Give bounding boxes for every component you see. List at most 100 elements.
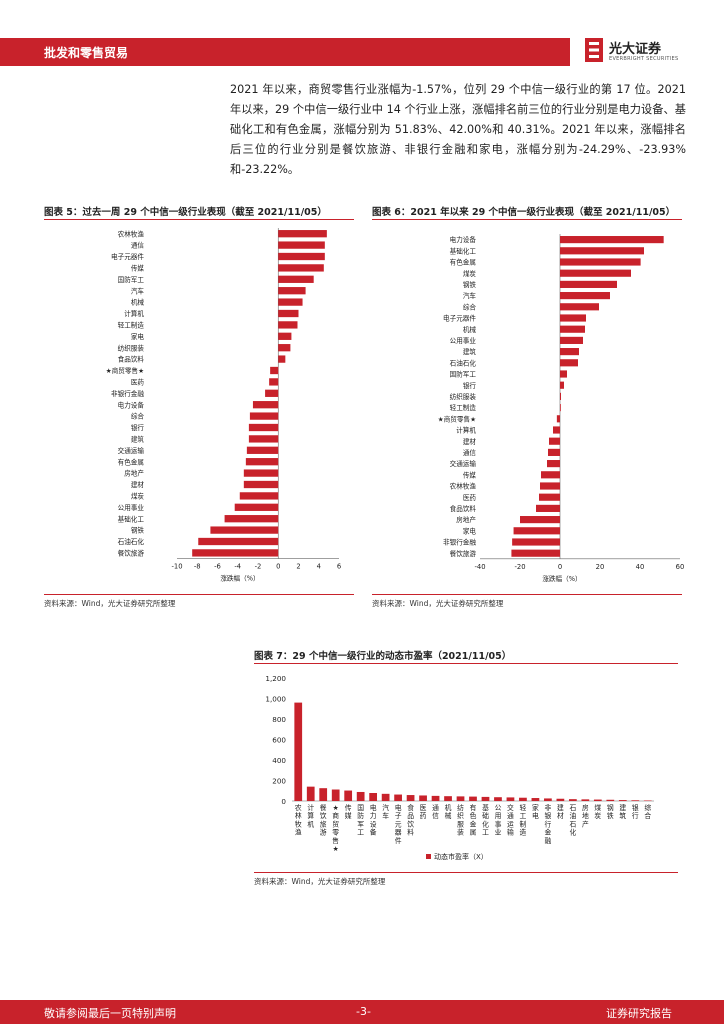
chart5-category-label: 公用事业 xyxy=(118,503,145,512)
chart5-source: 资料来源：Wind，光大证券研究所整理 xyxy=(44,599,176,608)
chart6-bar xyxy=(560,269,631,277)
chart6-category-label: 钢铁 xyxy=(463,280,477,289)
chart6-category-label: 国防军工 xyxy=(450,370,477,379)
chart5-x-axis-label: 涨跌幅（%） xyxy=(220,574,259,583)
chart6-category-label: ★商贸零售★ xyxy=(438,414,476,423)
chart5-bar xyxy=(265,389,279,397)
chart5-category-label: 轻工制造 xyxy=(118,321,145,330)
chart7-bar xyxy=(431,795,440,801)
chart7-bar xyxy=(568,799,577,801)
chart5-category-label: 食品饮料 xyxy=(118,355,145,364)
chart6-category-label: 食品饮料 xyxy=(450,504,477,513)
chart7-bar xyxy=(494,797,502,801)
chart6-bar xyxy=(560,359,578,367)
chart7-bar xyxy=(469,796,477,801)
chart5-bar xyxy=(210,526,279,534)
chart5-bar xyxy=(252,401,279,409)
chart7-bar xyxy=(394,794,402,801)
chart5-category-label: 国防军工 xyxy=(118,275,145,284)
chart6-category-label: 通信 xyxy=(463,448,477,457)
chart7-title: 图表 7：29 个中信一级行业的动态市盈率（2021/11/05） xyxy=(254,651,512,662)
chart6-category-label: 汽车 xyxy=(463,291,477,300)
chart7-bar xyxy=(294,702,303,801)
chart6-bar xyxy=(560,348,579,356)
chart6-bar xyxy=(553,426,560,434)
chart5-bar xyxy=(278,275,314,283)
chart7-category-label: 电子元器件 xyxy=(395,803,402,845)
chart5-category-label: 纺织服装 xyxy=(118,343,145,352)
chart6-category-label: 机械 xyxy=(463,325,477,334)
chart5-bar xyxy=(270,366,279,375)
chart6-bar xyxy=(511,549,560,557)
chart7-bar xyxy=(331,789,340,801)
chart6-bar xyxy=(536,504,560,512)
chart7-tick-label: 400 xyxy=(272,756,286,765)
chart7-category-label: 非银行金融 xyxy=(544,803,551,845)
chart5-bar xyxy=(239,492,279,500)
chart6-category-label: 交通运输 xyxy=(450,459,477,468)
chart6-svg: 电力设备基础化工有色金属煤炭钢铁汽车综合电子元器件机械公用事业建筑石油石化国防军… xyxy=(438,234,684,583)
chart5-category-label: 通信 xyxy=(131,241,145,250)
chart7-bar xyxy=(481,796,490,801)
chart5-category-label: 建材 xyxy=(131,480,145,489)
chart5-bar xyxy=(245,458,279,466)
chart7-title-rule xyxy=(254,663,678,664)
body-paragraph: 2021 年以来，商贸零售行业涨幅为-1.57%，位列 29 个中信一级行业的第… xyxy=(230,83,686,176)
chart7-bar xyxy=(319,788,328,801)
chart5-tick-label: 2 xyxy=(296,563,300,571)
chart5-category-label: 传媒 xyxy=(131,264,145,273)
chart7-category-label: 纺织服装 xyxy=(457,803,464,837)
chart6-bar xyxy=(520,516,560,524)
chart6-category-label: 家电 xyxy=(463,526,477,535)
chart6-bar xyxy=(540,482,560,490)
chart5-category-label: 基础化工 xyxy=(118,514,145,523)
chart7-category-label: 传媒 xyxy=(345,803,352,820)
chart7-bar xyxy=(643,800,652,801)
chart7-bar xyxy=(531,798,540,801)
chart6-bar xyxy=(560,381,564,389)
chart5-tick-label: 6 xyxy=(337,563,341,571)
chart5-bar xyxy=(234,503,279,511)
chart7-category-label: 基础化工 xyxy=(482,803,489,837)
chart5-bar xyxy=(248,435,279,443)
chart7-bar xyxy=(618,800,627,801)
chart6-bar xyxy=(560,370,567,378)
chart5-tick-label: -8 xyxy=(194,563,201,571)
logo-name-en: EVERBRIGHT SECURITIES xyxy=(609,56,679,62)
chart7-bar xyxy=(444,796,452,801)
footer-disclaimer: 敬请参阅最后一页特别声明 xyxy=(44,1007,176,1020)
chart7-category-label: 综合 xyxy=(644,803,651,820)
chart5-bar xyxy=(278,321,298,329)
chart7-category-label: 石油石化 xyxy=(569,804,576,837)
chart5-bar xyxy=(278,241,325,249)
section-title: 批发和零售贸易 xyxy=(44,46,129,60)
chart7-category-label: 煤炭 xyxy=(594,803,601,820)
chart5-bar xyxy=(248,423,279,432)
chart7-legend-label: 动态市盈率（X） xyxy=(434,852,488,861)
chart7-tick-label: 0 xyxy=(281,797,286,806)
chart6-tick-label: 60 xyxy=(676,563,684,571)
chart5-bar xyxy=(278,355,286,363)
chart5-category-label: 建筑 xyxy=(131,435,145,444)
chart6-title-rule xyxy=(372,219,682,220)
chart6-category-label: 非银行金融 xyxy=(443,538,476,547)
chart5-bar xyxy=(278,298,303,306)
chart6-source-rule xyxy=(372,594,682,595)
chart6-category-label: 房地产 xyxy=(456,515,476,524)
footer-bar xyxy=(0,1000,724,1024)
chart7-tick-label: 200 xyxy=(272,777,286,786)
chart5-category-label: 农林牧渔 xyxy=(118,229,145,238)
chart7-category-label: 机械 xyxy=(445,803,452,820)
chart5-category-label: 家电 xyxy=(131,332,145,341)
chart5-category-label: 交通运输 xyxy=(118,446,145,455)
chart5-category-label: 石油石化 xyxy=(118,537,145,546)
chart7-category-label: 房地产 xyxy=(582,803,589,828)
chart7-category-label: 餐饮旅游 xyxy=(320,803,327,837)
chart7-category-label: 银行 xyxy=(632,803,639,820)
chart5-title: 图表 5：过去一周 29 个中信一级行业表现（截至 2021/11/05） xyxy=(44,207,327,218)
chart6-category-label: 轻工制造 xyxy=(450,403,477,412)
chart6-bar xyxy=(560,236,664,244)
chart5-bar xyxy=(243,480,279,489)
chart6-bar xyxy=(560,314,586,322)
